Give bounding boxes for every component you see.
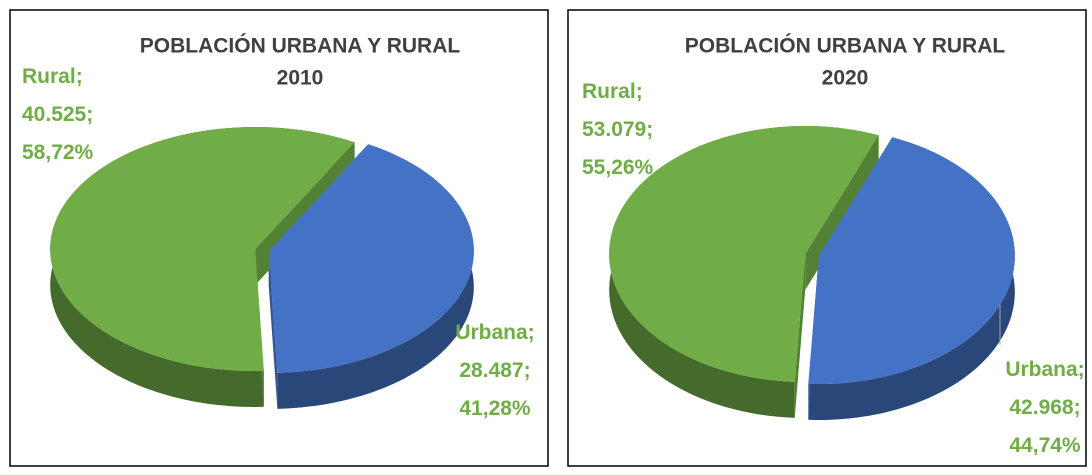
chart-subtitle: 2020 (822, 67, 869, 90)
data-label-line: Rural; (22, 65, 83, 88)
data-label-text: 41,28% (459, 397, 531, 420)
data-label-separator: ; (646, 118, 653, 141)
slice-side (277, 144, 474, 409)
data-label: Urbana; 42.968; 44,74% (1005, 358, 1084, 457)
data-label-line: 28.487; (459, 359, 530, 382)
data-label-text: 28.487 (459, 359, 523, 382)
data-label-text: 53.079 (582, 118, 646, 141)
data-label-text: Urbana (1005, 358, 1078, 381)
data-label-separator: ; (76, 65, 83, 88)
data-label-separator: ; (636, 80, 643, 103)
data-label-text: Urbana (455, 321, 528, 344)
data-label-text: 44,74% (1009, 434, 1081, 457)
data-label-line: 58,72% (22, 141, 94, 164)
data-label-separator: ; (528, 321, 535, 344)
data-label: Urbana; 28.487; 41,28% (455, 321, 534, 420)
slice-side (808, 137, 1015, 420)
data-label-line: 40.525; (22, 103, 93, 126)
data-label-line: Rural; (582, 80, 643, 103)
data-label-line: 53.079; (582, 118, 653, 141)
slice (808, 137, 1015, 384)
data-label-separator: ; (86, 103, 93, 126)
data-label-separator: ; (524, 359, 531, 382)
data-label-separator: ; (1074, 396, 1081, 419)
slice (609, 126, 879, 382)
data-label-text: 40.525 (22, 103, 87, 126)
data-label-line: Urbana; (455, 321, 534, 344)
data-label-line: 55,26% (582, 156, 654, 179)
data-label: Rural; 53.079; 55,26% (582, 80, 654, 179)
data-label-text: 55,26% (582, 156, 654, 179)
data-label-line: 41,28% (459, 397, 531, 420)
chart-title: POBLACIÓN URBANA Y RURAL (685, 34, 1006, 58)
data-label-separator: ; (1078, 358, 1085, 381)
data-label-text: Rural (582, 80, 636, 103)
slice-cut (268, 250, 278, 409)
slice (50, 127, 355, 372)
slice-cut (794, 254, 806, 418)
slice (268, 144, 474, 373)
data-label-text: Rural (22, 65, 76, 88)
chart-title: POBLACIÓN URBANA Y RURAL (140, 34, 461, 58)
data-label-text: 42.968 (1009, 396, 1074, 419)
data-label: Rural; 40.525; 58,72% (22, 65, 94, 164)
data-label-line: 42.968; (1009, 396, 1080, 419)
data-label-line: 44,74% (1009, 434, 1081, 457)
chart-subtitle: 2010 (277, 67, 324, 90)
data-label-text: 58,72% (22, 141, 94, 164)
data-label-line: Urbana; (1005, 358, 1084, 381)
